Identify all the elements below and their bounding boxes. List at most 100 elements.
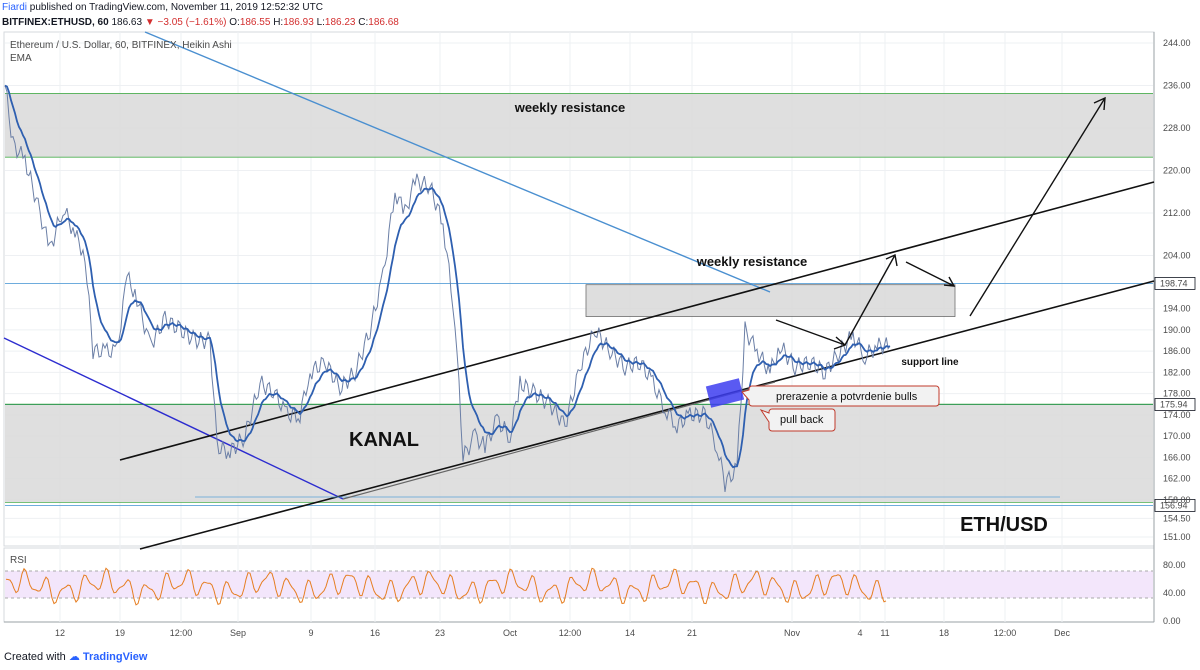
high-value: 186.93 bbox=[283, 17, 314, 28]
price-tick-label: 162.00 bbox=[1163, 474, 1191, 484]
time-tick-label: Nov bbox=[784, 628, 801, 638]
level-tag-label: 198.74 bbox=[1160, 278, 1188, 288]
callout-pullback-shape bbox=[759, 408, 836, 432]
callout-pullback[interactable]: pull back bbox=[759, 408, 836, 432]
tradingview-brand[interactable]: TradingView bbox=[82, 651, 148, 663]
time-tick-label: 16 bbox=[370, 628, 380, 638]
callout-pullback-text: pull back bbox=[780, 414, 824, 426]
price-tick-label: 178.00 bbox=[1163, 389, 1191, 399]
price-tick-label: 174.00 bbox=[1163, 410, 1191, 420]
blue-trendline[interactable] bbox=[144, 31, 771, 293]
arrow-head-3 bbox=[943, 276, 956, 287]
published-text: published on TradingView.com, November 1… bbox=[29, 2, 323, 13]
price-tick-label: 190.00 bbox=[1163, 325, 1191, 335]
level-tag-label: 156.94 bbox=[1160, 500, 1188, 510]
rsi-tick-40: 40.00 bbox=[1163, 588, 1186, 598]
time-tick-label: 18 bbox=[939, 628, 949, 638]
symbol-line: BITFINEX:ETHUSD, 60 186.63 ▼ −3.05 (−1.6… bbox=[2, 15, 399, 31]
time-tick-label: Dec bbox=[1054, 628, 1071, 638]
price-tick-label: 170.00 bbox=[1163, 431, 1191, 441]
time-tick-label: Sep bbox=[230, 628, 246, 638]
time-tick-label: 23 bbox=[435, 628, 445, 638]
chart-legend-indicator: EMA bbox=[10, 53, 32, 64]
price-tick-label: 204.00 bbox=[1163, 250, 1191, 260]
price-tick-label: 158.00 bbox=[1163, 495, 1191, 505]
weekly-resistance-mid-label: weekly resistance bbox=[696, 254, 808, 269]
created-with-text: Created with bbox=[4, 651, 66, 663]
time-axis[interactable]: 12 19 12:00 Sep 9 16 23 Oct 12:00 14 21 Nov 4 11 18 12:… bbox=[55, 628, 1071, 638]
down-triangle-icon: ▼ bbox=[144, 17, 155, 28]
rsi-label: RSI bbox=[10, 555, 27, 566]
channel-lower-line[interactable] bbox=[139, 280, 1155, 550]
symbol-name: BITFINEX:ETHUSD, 60 bbox=[2, 17, 109, 28]
price-tick-label: 228.00 bbox=[1163, 123, 1191, 133]
price-tick-label: 186.00 bbox=[1163, 346, 1191, 356]
close-label: C: bbox=[358, 17, 369, 28]
price-change: −3.05 (−1.61%) bbox=[157, 17, 227, 28]
arrow-path-3 bbox=[905, 261, 955, 287]
time-tick-label: 4 bbox=[857, 628, 862, 638]
projection-arrows bbox=[775, 96, 1106, 350]
price-tick-label: 194.00 bbox=[1163, 304, 1191, 314]
arrow-path-4 bbox=[969, 97, 1106, 317]
time-tick-label: 12:00 bbox=[170, 628, 193, 638]
callout-breakout[interactable]: prerazenie a potvrdenie bulls bbox=[741, 385, 940, 407]
level-tag-label: 175.94 bbox=[1160, 400, 1188, 410]
price-tick-label: 182.00 bbox=[1163, 367, 1191, 377]
price-tick-label: 154.50 bbox=[1163, 513, 1191, 523]
rsi-band bbox=[5, 571, 1153, 598]
price-tick-label: 236.00 bbox=[1163, 80, 1191, 90]
arrow-path-2 bbox=[844, 254, 896, 346]
price-axis[interactable]: 244.00 236.00 228.00 220.00 212.00 204.00 194.… bbox=[1163, 38, 1191, 542]
last-price: 186.63 bbox=[111, 17, 143, 28]
footer: Created with ☁ TradingView bbox=[4, 648, 147, 666]
rsi-tick-80: 80.00 bbox=[1163, 560, 1186, 570]
low-value: 186.23 bbox=[324, 17, 356, 28]
time-tick-label: 12:00 bbox=[994, 628, 1017, 638]
support-line-label: support line bbox=[901, 357, 959, 368]
price-tick-label: 220.00 bbox=[1163, 165, 1191, 175]
callout-breakout-text: prerazenie a potvrdenie bulls bbox=[776, 391, 918, 403]
publish-info: Fiardi published on TradingView.com, Nov… bbox=[2, 0, 323, 16]
breakout-box[interactable] bbox=[705, 378, 745, 408]
tradingview-logo-icon: ☁ bbox=[68, 651, 80, 663]
arrow-head-4 bbox=[1093, 96, 1106, 111]
pullback-trendline[interactable] bbox=[342, 381, 776, 500]
author-link[interactable]: Fiardi bbox=[2, 2, 28, 13]
time-tick-label: 12:00 bbox=[559, 628, 582, 638]
price-tick-label: 166.00 bbox=[1163, 452, 1191, 462]
chart-legend-title: Ethereum / U.S. Dollar, 60, BITFINEX, He… bbox=[10, 40, 232, 51]
arrow-path-1 bbox=[775, 319, 846, 346]
navy-trendline[interactable] bbox=[3, 337, 344, 500]
high-label: H: bbox=[273, 17, 284, 28]
time-tick-label: 12 bbox=[55, 628, 65, 638]
level-tag bbox=[1154, 499, 1196, 512]
rsi-tick-0: 0.00 bbox=[1163, 616, 1181, 626]
zone-rect[interactable] bbox=[5, 93, 1153, 158]
zone-rect[interactable] bbox=[585, 284, 956, 317]
rsi-line bbox=[5, 567, 887, 606]
arrow-head-1 bbox=[833, 336, 847, 350]
kanal-label: KANAL bbox=[349, 429, 419, 451]
time-tick-label: 9 bbox=[308, 628, 313, 638]
time-tick-label: Oct bbox=[503, 628, 518, 638]
low-label: L: bbox=[316, 17, 325, 28]
ethusd-label: ETH/USD bbox=[960, 514, 1048, 536]
open-value: 186.55 bbox=[239, 17, 271, 28]
close-value: 186.68 bbox=[368, 17, 399, 28]
time-tick-label: 11 bbox=[880, 628, 889, 638]
weekly-resistance-top-label: weekly resistance bbox=[514, 100, 626, 115]
levels: 198.74 175.94 156.94 bbox=[5, 277, 1196, 512]
price-tick-label: 151.00 bbox=[1163, 532, 1191, 542]
callout-breakout-shape bbox=[741, 385, 940, 407]
arrow-head-2 bbox=[885, 253, 898, 267]
time-tick-label: 19 bbox=[115, 628, 125, 638]
time-tick-label: 21 bbox=[687, 628, 697, 638]
price-tick-label: 212.00 bbox=[1163, 208, 1191, 218]
ema-line bbox=[4, 84, 891, 469]
open-label: O: bbox=[229, 17, 240, 28]
level-tag bbox=[1154, 398, 1196, 411]
zone-rect[interactable] bbox=[5, 404, 1153, 503]
time-tick-label: 14 bbox=[625, 628, 635, 638]
